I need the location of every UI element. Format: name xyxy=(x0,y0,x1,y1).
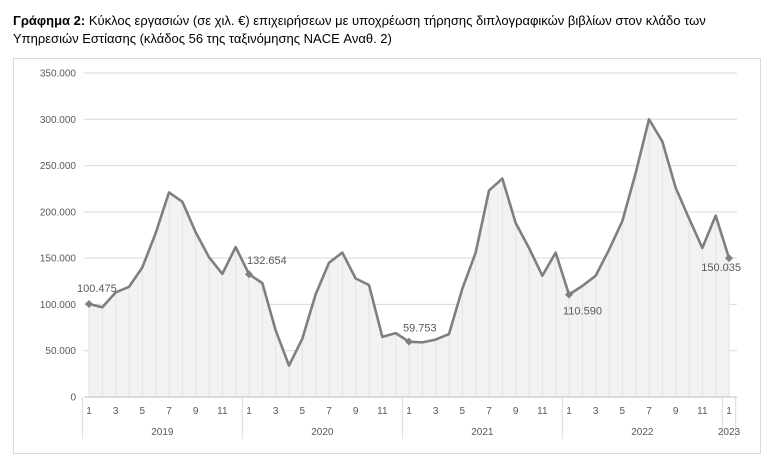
x-tick-label: 1 xyxy=(86,406,92,417)
x-tick-label: 5 xyxy=(300,406,306,417)
data-marker xyxy=(85,299,93,308)
data-label: 132.654 xyxy=(247,255,287,267)
x-tick-label: 5 xyxy=(620,406,626,417)
x-tick-label: 7 xyxy=(486,406,492,417)
y-tick-label: 100.000 xyxy=(40,300,77,311)
data-marker xyxy=(725,254,733,263)
year-label: 2019 xyxy=(151,427,174,438)
x-tick-label: 1 xyxy=(246,406,252,417)
x-tick-label: 9 xyxy=(513,406,519,417)
y-tick-label: 50.000 xyxy=(45,346,76,357)
x-tick-label: 1 xyxy=(726,406,732,417)
data-marker xyxy=(405,337,413,346)
year-label: 2023 xyxy=(718,427,741,438)
chart-caption: Γράφημα 2: Κύκλος εργασιών (σε χιλ. €) ε… xyxy=(13,12,761,48)
data-label: 100.475 xyxy=(77,283,117,295)
x-tick-label: 5 xyxy=(140,406,146,417)
x-tick-label: 5 xyxy=(460,406,466,417)
turnover-line-chart: 0 50.000 100.000 150.000 200.000 250.000 300.0… xyxy=(40,69,741,439)
y-tick-label: 250.000 xyxy=(40,161,77,172)
data-label: 110.590 xyxy=(563,306,602,318)
x-tick-label: 1 xyxy=(406,406,412,417)
x-tick-label: 11 xyxy=(697,406,708,417)
y-tick-label: 350.000 xyxy=(40,69,77,80)
y-tick-label: 300.000 xyxy=(40,115,77,126)
x-tick-label: 9 xyxy=(353,406,359,417)
x-tick-label: 7 xyxy=(646,406,652,417)
caption-lead: Γράφημα 2: xyxy=(13,13,86,28)
chart-area: 0 50.000 100.000 150.000 200.000 250.000 300.0… xyxy=(13,58,761,454)
x-tick-label: 7 xyxy=(326,406,332,417)
x-tick-label: 3 xyxy=(433,406,439,417)
x-tick-label: 9 xyxy=(673,406,679,417)
data-label: 150.035 xyxy=(701,262,741,274)
x-tick-label: 3 xyxy=(113,406,119,417)
data-label: 59.753 xyxy=(403,323,437,335)
x-tick-label: 11 xyxy=(377,406,388,417)
x-tick-label: 7 xyxy=(166,406,172,417)
data-marker xyxy=(245,270,253,279)
x-tick-label: 1 xyxy=(566,406,572,417)
y-tick-label: 200.000 xyxy=(40,207,77,218)
y-tick-label: 0 xyxy=(70,393,76,404)
year-label: 2020 xyxy=(311,427,334,438)
year-label: 2022 xyxy=(631,427,654,438)
x-tick-label: 3 xyxy=(593,406,599,417)
year-label: 2021 xyxy=(471,427,494,438)
data-marker xyxy=(565,290,573,299)
x-tick-label: 9 xyxy=(193,406,199,417)
x-tick-label: 3 xyxy=(273,406,279,417)
y-tick-label: 150.000 xyxy=(40,254,77,265)
x-tick-label: 11 xyxy=(217,406,228,417)
caption-text: Κύκλος εργασιών (σε χιλ. €) επιχειρήσεων… xyxy=(13,13,706,46)
x-tick-label: 11 xyxy=(537,406,548,417)
